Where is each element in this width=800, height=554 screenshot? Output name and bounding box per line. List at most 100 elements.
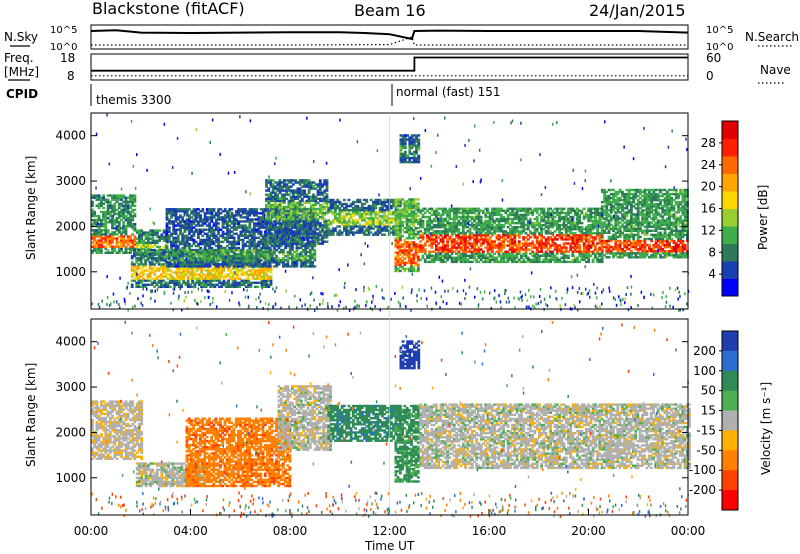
power-cell: [185, 240, 189, 244]
power-cell: [135, 249, 139, 253]
power-cell: [104, 251, 108, 254]
power-cell: [133, 237, 137, 240]
power-cell: [181, 234, 185, 237]
power-cell: [157, 257, 161, 260]
power-cell: [238, 285, 242, 288]
power-cell: [205, 261, 209, 264]
power-cell: [166, 269, 170, 272]
power-cell: [137, 253, 141, 256]
power-cell: [194, 216, 198, 219]
power-cell: [242, 267, 246, 270]
power-cell: [286, 263, 290, 266]
freq-series: [91, 56, 688, 77]
power-cell: [191, 267, 194, 270]
power-cell: [221, 230, 225, 233]
power-cell: [416, 237, 420, 240]
power-cell: [117, 221, 121, 224]
power-cell: [133, 212, 137, 216]
power-cell: [147, 241, 150, 244]
power-cell: [213, 279, 217, 282]
power-cell: [226, 234, 229, 237]
power-cell: [174, 259, 178, 262]
power-cell: [258, 267, 262, 270]
power-cell: [232, 261, 236, 264]
power-cell: [117, 194, 121, 197]
power-cell: [139, 259, 143, 262]
power-cell: [265, 271, 268, 274]
power-cell: [181, 265, 185, 268]
power-cell: [215, 277, 219, 280]
power-cell: [172, 228, 176, 231]
power-cell: [135, 269, 139, 272]
power-cell: [268, 246, 272, 250]
power-cell: [345, 202, 348, 206]
power-cell: [120, 237, 123, 240]
power-cell: [265, 269, 268, 272]
power-cell: [223, 236, 227, 239]
power-cell: [421, 219, 425, 223]
power-cell: [208, 228, 211, 231]
power-cell: [133, 214, 137, 218]
power-cell: [113, 196, 117, 199]
power-cell: [149, 243, 152, 247]
power-cell: [188, 232, 191, 235]
power-cell: [228, 208, 232, 211]
power-cell: [232, 242, 236, 246]
power-cell: [165, 238, 169, 242]
power-cell: [214, 255, 218, 258]
power-cell: [245, 271, 248, 274]
power-cell: [255, 214, 258, 217]
power-cell: [95, 214, 99, 218]
power-cell: [248, 265, 252, 268]
power-cell: [416, 220, 420, 224]
power-cell: [241, 210, 245, 213]
power-cell: [222, 255, 226, 258]
power-cell: [182, 273, 186, 276]
power-cell: [217, 265, 220, 268]
power-cell: [221, 216, 225, 219]
power-cell: [421, 221, 425, 225]
power-cell: [205, 255, 209, 258]
power-cell: [259, 242, 263, 246]
power-cell: [441, 240, 445, 243]
power-cell: [155, 253, 159, 256]
power-cell: [218, 267, 221, 270]
power-cell: [233, 283, 237, 286]
power-cell: [200, 283, 203, 286]
power-cell: [102, 216, 105, 220]
power-cell: [170, 214, 173, 217]
power-cell: [217, 244, 220, 248]
power-cell: [171, 275, 174, 278]
power-cell: [214, 263, 218, 266]
power-cell: [417, 146, 421, 149]
power-cell: [208, 226, 211, 229]
power-cell: [142, 265, 145, 268]
power-cell: [191, 275, 194, 278]
power-cell: [248, 234, 252, 237]
power-cell: [261, 242, 265, 246]
power-cell: [113, 202, 117, 205]
power-cell: [131, 218, 135, 222]
power-cell: [117, 247, 121, 250]
power-cell: [197, 248, 200, 252]
power-cell: [164, 250, 168, 254]
power-cell: [236, 271, 239, 274]
power-cell: [288, 248, 292, 252]
power-cell: [240, 273, 244, 276]
power-cell: [217, 222, 220, 225]
power-cell: [230, 246, 234, 250]
power-cell: [236, 281, 239, 284]
power-cell: [239, 232, 243, 235]
power-cell: [203, 250, 207, 254]
power-cell: [117, 251, 121, 254]
power-cell: [120, 214, 123, 218]
power-cell: [131, 214, 135, 218]
power-cell: [261, 224, 265, 227]
power-cell: [282, 250, 285, 254]
power-cell: [104, 237, 108, 240]
power-cell: [137, 285, 141, 288]
power-cell: [255, 242, 258, 246]
power-cell: [180, 253, 183, 256]
power-cell: [239, 265, 243, 268]
power-cell: [200, 275, 203, 278]
